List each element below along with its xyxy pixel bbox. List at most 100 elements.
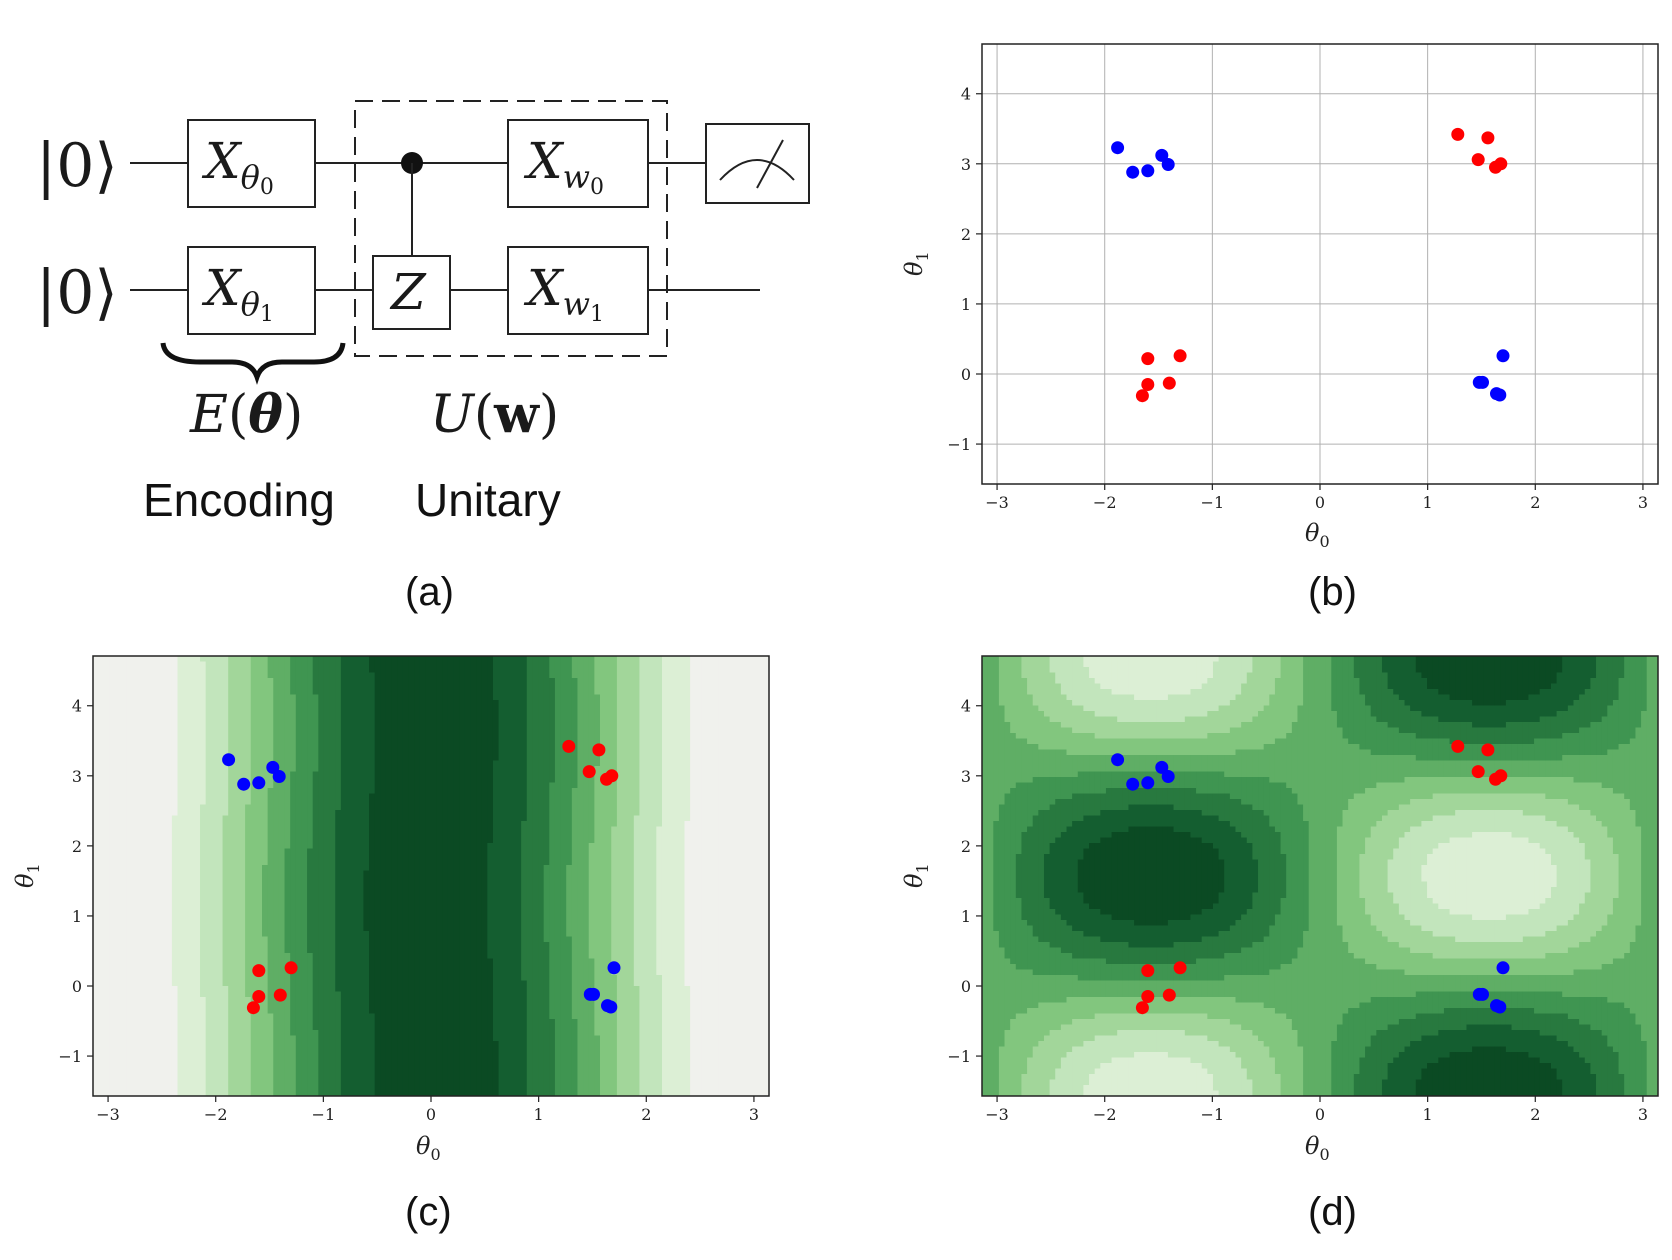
contour-cell — [115, 793, 122, 800]
contour-cell — [301, 705, 308, 712]
contour-cell — [380, 744, 387, 751]
contour-cell — [701, 705, 708, 712]
contour-cell — [301, 672, 308, 679]
contour-cell — [543, 656, 550, 663]
contour-cell — [723, 777, 731, 784]
contour-cell — [318, 854, 325, 861]
contour-cell — [735, 755, 742, 762]
contour-cell — [757, 689, 764, 696]
contour-cell — [200, 810, 207, 817]
contour-cell — [752, 848, 759, 855]
contour-cell — [329, 843, 336, 850]
contour-cell — [228, 859, 235, 866]
contour-cell — [605, 749, 612, 756]
contour-cell — [526, 760, 533, 767]
contour-cell — [678, 722, 686, 729]
contour-cell — [115, 656, 122, 663]
contour-cell — [645, 683, 652, 690]
contour-cell — [115, 821, 122, 828]
contour-cell — [329, 859, 336, 866]
contour-cell — [425, 694, 432, 701]
contour-cell — [628, 700, 635, 707]
contour-cell — [93, 744, 100, 751]
contour-cell — [543, 843, 550, 850]
contour-cell — [538, 727, 545, 734]
contour-cell — [312, 705, 319, 712]
contour-cell — [98, 705, 105, 712]
contour-cell — [645, 766, 652, 773]
contour-cell — [278, 661, 286, 668]
contour-cell — [369, 865, 376, 872]
contour-cell — [166, 683, 173, 690]
contour-cell — [667, 705, 674, 712]
contour-cell — [673, 760, 680, 767]
contour-cell — [385, 810, 393, 817]
contour-cell — [121, 727, 128, 734]
contour-cell — [656, 854, 663, 861]
contour-cell — [138, 832, 145, 839]
contour-cell — [256, 656, 263, 663]
contour-cell — [442, 799, 449, 806]
contour-cell — [661, 711, 669, 718]
contour-cell — [447, 749, 455, 756]
contour-cell — [295, 837, 303, 844]
contour-cell — [752, 711, 759, 718]
contour-cell — [656, 711, 663, 718]
contour-cell — [633, 821, 641, 828]
contour-cell — [616, 760, 624, 767]
contour-cell — [323, 766, 331, 773]
contour-cell — [431, 777, 438, 784]
contour-cell — [492, 733, 500, 740]
contour-cell — [645, 771, 652, 778]
contour-cell — [262, 870, 269, 877]
contour-cell — [690, 837, 697, 844]
contour-cell — [391, 826, 398, 833]
contour-cell — [740, 859, 748, 866]
contour-cell — [250, 678, 257, 685]
contour-cell — [121, 848, 128, 855]
contour-cell — [109, 788, 117, 795]
contour-cell — [487, 700, 494, 707]
contour-cell — [307, 678, 314, 685]
contour-cell — [425, 661, 432, 668]
contour-cell — [476, 771, 483, 778]
contour-cell — [549, 793, 556, 800]
contour-cell — [211, 700, 218, 707]
contour-cell — [746, 793, 753, 800]
contour-cell — [177, 837, 184, 844]
contour-cell — [357, 854, 364, 861]
contour-cell — [374, 683, 381, 690]
contour-cell — [340, 667, 348, 674]
contour-cell — [566, 854, 573, 861]
contour-cell — [459, 711, 466, 718]
contour-cell — [526, 678, 533, 685]
contour-cell — [605, 843, 612, 850]
contour-cell — [673, 854, 680, 861]
contour-cell — [498, 826, 505, 833]
contour-cell — [729, 672, 736, 679]
contour-cell — [712, 843, 719, 850]
contour-cell — [380, 810, 387, 817]
contour-cell — [216, 672, 224, 679]
contour-cell — [481, 700, 488, 707]
contour-cell — [656, 755, 663, 762]
contour-cell — [554, 760, 562, 767]
contour-cell — [228, 821, 235, 828]
contour-cell — [205, 876, 212, 883]
contour-cell — [93, 711, 100, 718]
contour-cell — [628, 716, 635, 723]
contour-cell — [290, 793, 297, 800]
contour-cell — [369, 854, 376, 861]
contour-cell — [605, 694, 612, 701]
contour-cell — [307, 755, 314, 762]
contour-cell — [194, 810, 201, 817]
contour-cell — [509, 683, 517, 690]
contour-cell — [729, 711, 736, 718]
contour-cell — [645, 700, 652, 707]
contour-cell — [498, 859, 505, 866]
contour-cell — [250, 672, 257, 679]
contour-cell — [250, 766, 257, 773]
contour-cell — [340, 683, 348, 690]
contour-cell — [414, 826, 421, 833]
contour-cell — [678, 870, 686, 877]
